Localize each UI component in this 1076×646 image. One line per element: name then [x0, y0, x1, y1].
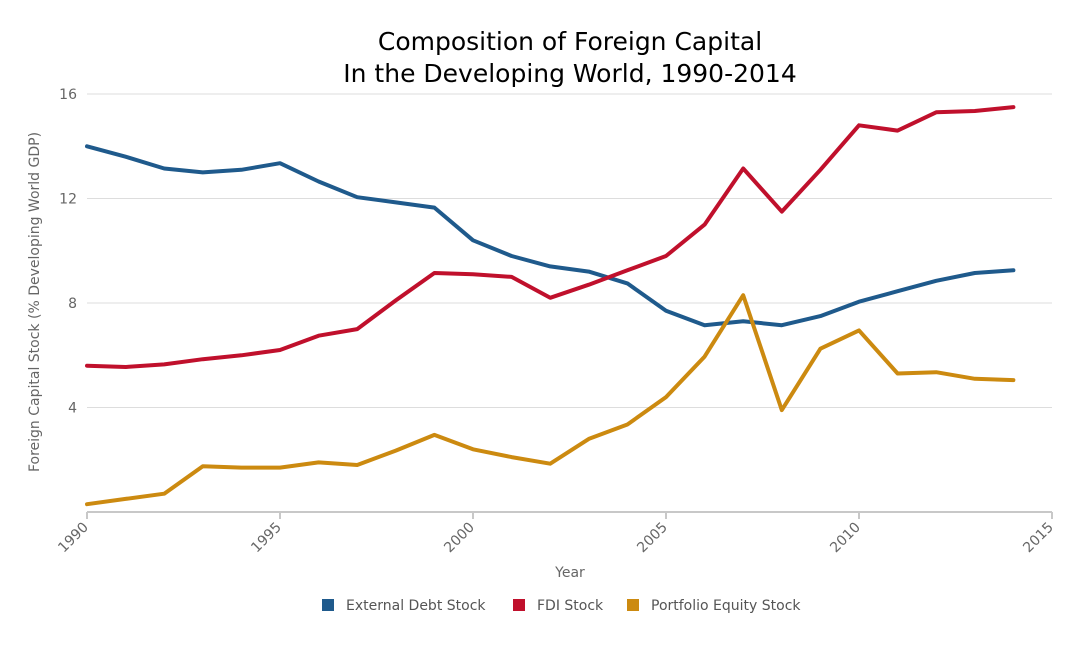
legend-swatch [513, 599, 525, 611]
x-tick-label: 1995 [248, 520, 285, 557]
series-lines [85, 105, 1016, 507]
chart-title-line-1: Composition of Foreign Capital [378, 27, 762, 56]
x-tick-label: 2000 [441, 520, 478, 557]
series-line-portfolio-equity-stock [85, 293, 1016, 507]
x-tick-label: 2005 [634, 520, 671, 557]
legend-swatch [627, 599, 639, 611]
legend-label: External Debt Stock [346, 598, 486, 614]
x-axis-label: Year [554, 565, 585, 581]
series-line-fdi-stock [85, 105, 1016, 369]
legend-label: Portfolio Equity Stock [651, 598, 801, 614]
x-tick-label: 2010 [827, 520, 864, 557]
y-axis-ticks: 4 8 12 16 [59, 87, 77, 417]
y-axis-label: Foreign Capital Stock (% Developing Worl… [27, 132, 43, 472]
legend-label: FDI Stock [537, 598, 604, 614]
legend-swatch [322, 599, 334, 611]
y-tick-label: 12 [59, 192, 77, 208]
y-tick-label: 4 [68, 401, 77, 417]
legend: External Debt Stock FDI Stock Portfolio Eq… [322, 598, 801, 614]
y-tick-label: 16 [59, 87, 77, 103]
chart-title-line-2: In the Developing World, 1990-2014 [343, 59, 796, 88]
x-tick-label: 2015 [1020, 520, 1057, 557]
x-tick-label: 1990 [55, 520, 92, 557]
y-tick-label: 8 [68, 296, 77, 312]
gridlines [87, 93, 1052, 408]
series-line-external-debt-stock [85, 144, 1016, 328]
x-axis: 1990 1995 2000 2005 2010 2015 [55, 511, 1057, 557]
